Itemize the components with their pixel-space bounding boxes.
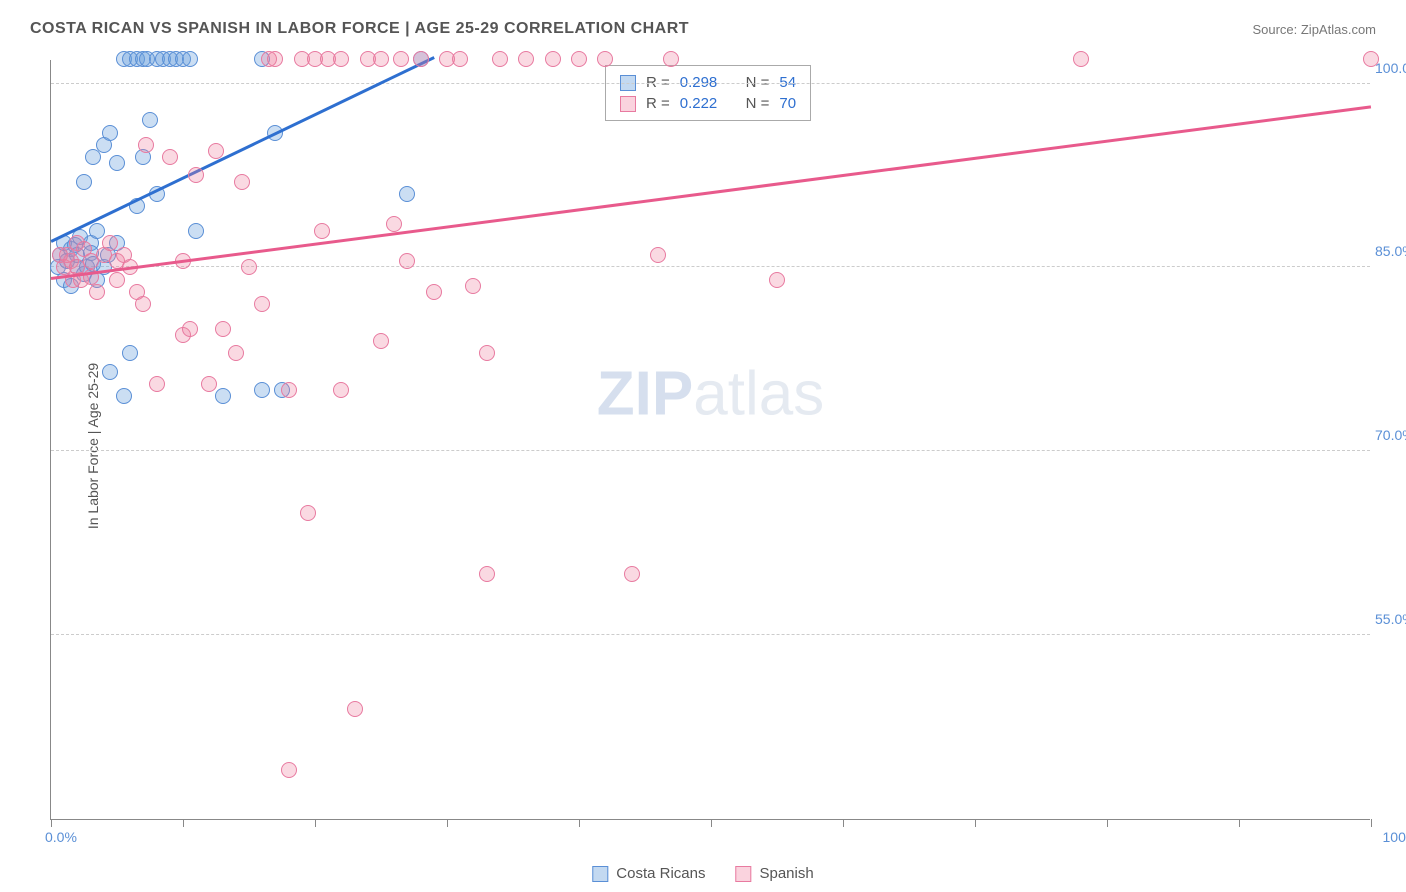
x-axis-max-label: 100.0% — [1383, 829, 1406, 845]
source-label: Source: ZipAtlas.com — [1252, 22, 1376, 37]
scatter-point — [215, 388, 231, 404]
scatter-point — [624, 566, 640, 582]
bottom-legend: Costa Ricans Spanish — [592, 865, 813, 882]
scatter-point — [281, 762, 297, 778]
scatter-point — [597, 51, 613, 67]
scatter-point — [650, 247, 666, 263]
scatter-point — [465, 278, 481, 294]
scatter-point — [518, 51, 534, 67]
chart-plot: ZIPatlas R = 0.298 N = 54R = 0.222 N = 7… — [50, 60, 1370, 820]
scatter-point — [102, 125, 118, 141]
scatter-point — [663, 51, 679, 67]
x-tick — [51, 819, 52, 827]
grid-line — [51, 83, 1370, 84]
scatter-point — [314, 223, 330, 239]
scatter-point — [215, 321, 231, 337]
legend-swatch — [620, 96, 636, 112]
grid-line — [51, 634, 1370, 635]
y-tick-label: 70.0% — [1375, 427, 1406, 443]
y-tick-label: 100.0% — [1375, 60, 1406, 76]
scatter-point — [188, 223, 204, 239]
scatter-point — [228, 345, 244, 361]
scatter-point — [333, 51, 349, 67]
scatter-point — [241, 259, 257, 275]
scatter-point — [426, 284, 442, 300]
scatter-point — [571, 51, 587, 67]
scatter-point — [300, 505, 316, 521]
chart-title: COSTA RICAN VS SPANISH IN LABOR FORCE | … — [30, 20, 689, 38]
scatter-point — [1073, 51, 1089, 67]
x-tick — [975, 819, 976, 827]
x-tick — [843, 819, 844, 827]
scatter-point — [386, 216, 402, 232]
scatter-point — [399, 186, 415, 202]
scatter-point — [109, 272, 125, 288]
scatter-point — [201, 376, 217, 392]
scatter-point — [102, 364, 118, 380]
scatter-point — [413, 51, 429, 67]
scatter-point — [188, 167, 204, 183]
scatter-point — [479, 345, 495, 361]
grid-line — [51, 450, 1370, 451]
legend-label: Costa Ricans — [616, 865, 705, 882]
trend-line — [51, 106, 1371, 280]
scatter-point — [109, 155, 125, 171]
x-tick — [447, 819, 448, 827]
legend-swatch — [592, 866, 608, 882]
scatter-point — [1363, 51, 1379, 67]
legend-item: Spanish — [735, 865, 813, 882]
scatter-point — [452, 51, 468, 67]
scatter-point — [89, 284, 105, 300]
x-tick — [1239, 819, 1240, 827]
scatter-point — [373, 51, 389, 67]
stats-row: R = 0.222 N = 70 — [620, 93, 796, 114]
scatter-point — [76, 174, 92, 190]
scatter-point — [135, 296, 151, 312]
x-tick — [315, 819, 316, 827]
scatter-point — [89, 223, 105, 239]
scatter-point — [182, 321, 198, 337]
scatter-point — [208, 143, 224, 159]
x-tick — [1371, 819, 1372, 827]
scatter-point — [479, 566, 495, 582]
scatter-point — [122, 345, 138, 361]
scatter-point — [142, 112, 158, 128]
scatter-point — [162, 149, 178, 165]
scatter-point — [149, 376, 165, 392]
scatter-point — [399, 253, 415, 269]
stats-legend-box: R = 0.298 N = 54R = 0.222 N = 70 — [605, 65, 811, 121]
x-tick — [579, 819, 580, 827]
watermark: ZIPatlas — [597, 358, 824, 429]
x-tick — [183, 819, 184, 827]
scatter-point — [254, 296, 270, 312]
scatter-point — [333, 382, 349, 398]
scatter-point — [545, 51, 561, 67]
y-tick-label: 55.0% — [1375, 611, 1406, 627]
scatter-point — [138, 137, 154, 153]
legend-label: Spanish — [759, 865, 813, 882]
scatter-point — [267, 51, 283, 67]
scatter-point — [116, 388, 132, 404]
scatter-point — [182, 51, 198, 67]
scatter-point — [102, 235, 118, 251]
scatter-point — [234, 174, 250, 190]
scatter-point — [769, 272, 785, 288]
scatter-point — [281, 382, 297, 398]
x-tick — [711, 819, 712, 827]
legend-swatch — [735, 866, 751, 882]
scatter-point — [254, 382, 270, 398]
legend-item: Costa Ricans — [592, 865, 705, 882]
scatter-point — [373, 333, 389, 349]
scatter-point — [347, 701, 363, 717]
x-tick — [1107, 819, 1108, 827]
scatter-point — [393, 51, 409, 67]
scatter-point — [492, 51, 508, 67]
x-axis-min-label: 0.0% — [45, 829, 77, 845]
y-tick-label: 85.0% — [1375, 243, 1406, 259]
